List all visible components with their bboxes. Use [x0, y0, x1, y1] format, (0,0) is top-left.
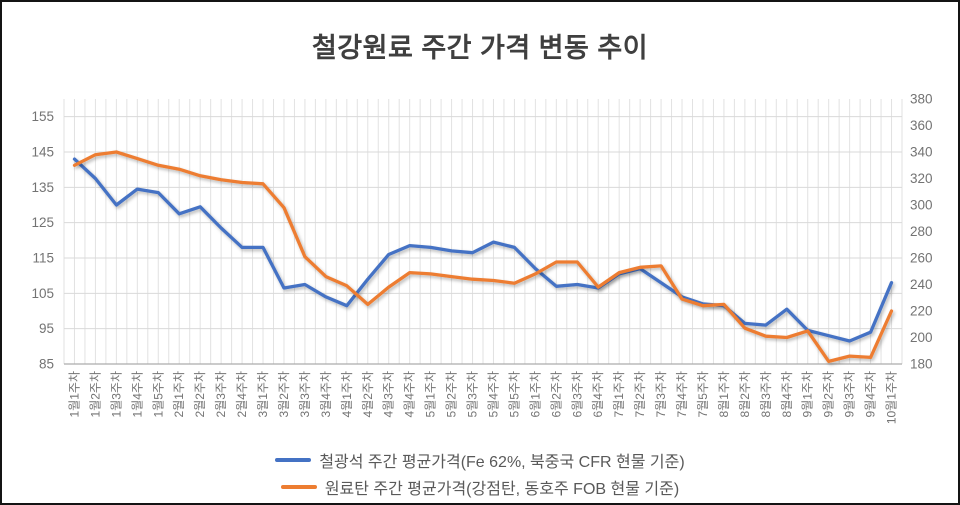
svg-text:200: 200: [910, 330, 933, 345]
svg-text:10월1주차: 10월1주차: [885, 371, 899, 424]
svg-text:2월2주차: 2월2주차: [193, 371, 207, 417]
svg-text:6월2주차: 6월2주차: [549, 371, 563, 417]
svg-text:180: 180: [910, 357, 933, 372]
svg-text:1월2주차: 1월2주차: [88, 371, 102, 417]
svg-text:9월4주차: 9월4주차: [864, 371, 878, 417]
y-axis-right-labels: 180 200 220 240 260 280 300 320 340 360 380: [910, 92, 933, 372]
svg-text:7월5주차: 7월5주차: [696, 371, 710, 417]
svg-text:145: 145: [31, 145, 54, 160]
svg-text:6월3주차: 6월3주차: [570, 371, 584, 417]
svg-text:5월2주차: 5월2주차: [445, 371, 459, 417]
svg-text:8월2주차: 8월2주차: [738, 371, 752, 417]
legend-label-iron-ore: 철광석 주간 평균가격(Fe 62%, 북중국 CFR 현물 기준): [319, 453, 685, 471]
svg-text:360: 360: [910, 118, 933, 133]
legend-label-coking-coal: 원료탄 주간 평균가격(강점탄, 동호주 FOB 현물 기준): [324, 480, 680, 498]
gridlines-horizontal: [64, 116, 902, 330]
svg-text:9월1주차: 9월1주차: [801, 371, 815, 417]
svg-text:1월5주차: 1월5주차: [151, 371, 165, 417]
svg-text:220: 220: [910, 304, 933, 319]
svg-text:105: 105: [31, 286, 54, 301]
svg-text:2월3주차: 2월3주차: [214, 371, 228, 417]
legend-item-iron-ore: 철광석 주간 평균가격(Fe 62%, 북중국 CFR 현물 기준): [275, 446, 685, 473]
x-axis-labels: 1월1주차 1월2주차 1월3주차 1월4주차 1월5주차 2월1주차 2월2주차 2월3주차…: [67, 371, 898, 424]
svg-text:280: 280: [910, 224, 933, 239]
svg-text:5월4주차: 5월4주차: [486, 371, 500, 417]
svg-text:5월1주차: 5월1주차: [424, 371, 438, 417]
svg-text:5월3주차: 5월3주차: [466, 371, 480, 417]
svg-text:240: 240: [910, 277, 933, 292]
svg-text:3월2주차: 3월2주차: [277, 371, 291, 417]
series-line-iron-ore: [72, 157, 894, 343]
svg-text:85: 85: [39, 357, 54, 372]
gridlines-vertical: [63, 99, 903, 364]
svg-text:260: 260: [910, 251, 933, 266]
svg-text:300: 300: [910, 198, 933, 213]
svg-text:4월3주차: 4월3주차: [382, 371, 396, 417]
svg-text:1월1주차: 1월1주차: [67, 371, 81, 417]
svg-text:2월1주차: 2월1주차: [172, 371, 186, 417]
svg-text:3월1주차: 3월1주차: [256, 371, 270, 417]
svg-text:380: 380: [910, 92, 933, 107]
svg-text:7월2주차: 7월2주차: [633, 371, 647, 417]
svg-text:6월1주차: 6월1주차: [528, 371, 542, 417]
svg-text:8월3주차: 8월3주차: [759, 371, 773, 417]
svg-text:2월4주차: 2월4주차: [235, 371, 249, 417]
svg-text:4월4주차: 4월4주차: [403, 371, 417, 417]
svg-text:4월1주차: 4월1주차: [340, 371, 354, 417]
svg-text:8월4주차: 8월4주차: [780, 371, 794, 417]
svg-text:9월2주차: 9월2주차: [822, 371, 836, 417]
svg-text:1월3주차: 1월3주차: [109, 371, 123, 417]
svg-text:155: 155: [31, 109, 54, 124]
svg-text:125: 125: [31, 215, 54, 230]
legend-item-coking-coal: 원료탄 주간 평균가격(강점탄, 동호주 FOB 현물 기준): [280, 473, 680, 500]
svg-text:7월1주차: 7월1주차: [612, 371, 626, 417]
chart-title: 철강원료 주간 가격 변동 추이: [311, 33, 649, 63]
svg-text:8월1주차: 8월1주차: [717, 371, 731, 417]
svg-text:3월4주차: 3월4주차: [319, 371, 333, 417]
legend-swatch-coking-coal: [280, 484, 317, 489]
svg-text:6월4주차: 6월4주차: [591, 371, 605, 417]
svg-text:4월2주차: 4월2주차: [361, 371, 375, 417]
chart-legend: 철광석 주간 평균가격(Fe 62%, 북중국 CFR 현물 기준) 원료탄 주…: [2, 446, 958, 500]
svg-text:5월5주차: 5월5주차: [507, 371, 521, 417]
svg-text:340: 340: [910, 145, 933, 160]
svg-text:3월3주차: 3월3주차: [298, 371, 312, 417]
svg-text:135: 135: [31, 180, 54, 195]
legend-swatch-iron-ore: [275, 457, 312, 462]
svg-text:7월3주차: 7월3주차: [654, 371, 668, 417]
svg-text:7월4주차: 7월4주차: [675, 371, 689, 417]
y-axis-left-labels: 85 95 105 115 125 135 145 155: [31, 109, 54, 371]
series-line-coking-coal: [72, 150, 894, 364]
svg-text:95: 95: [39, 321, 54, 336]
svg-text:1월4주차: 1월4주차: [130, 371, 144, 417]
svg-text:115: 115: [32, 251, 54, 266]
svg-text:9월3주차: 9월3주차: [843, 371, 857, 417]
svg-text:320: 320: [910, 171, 933, 186]
